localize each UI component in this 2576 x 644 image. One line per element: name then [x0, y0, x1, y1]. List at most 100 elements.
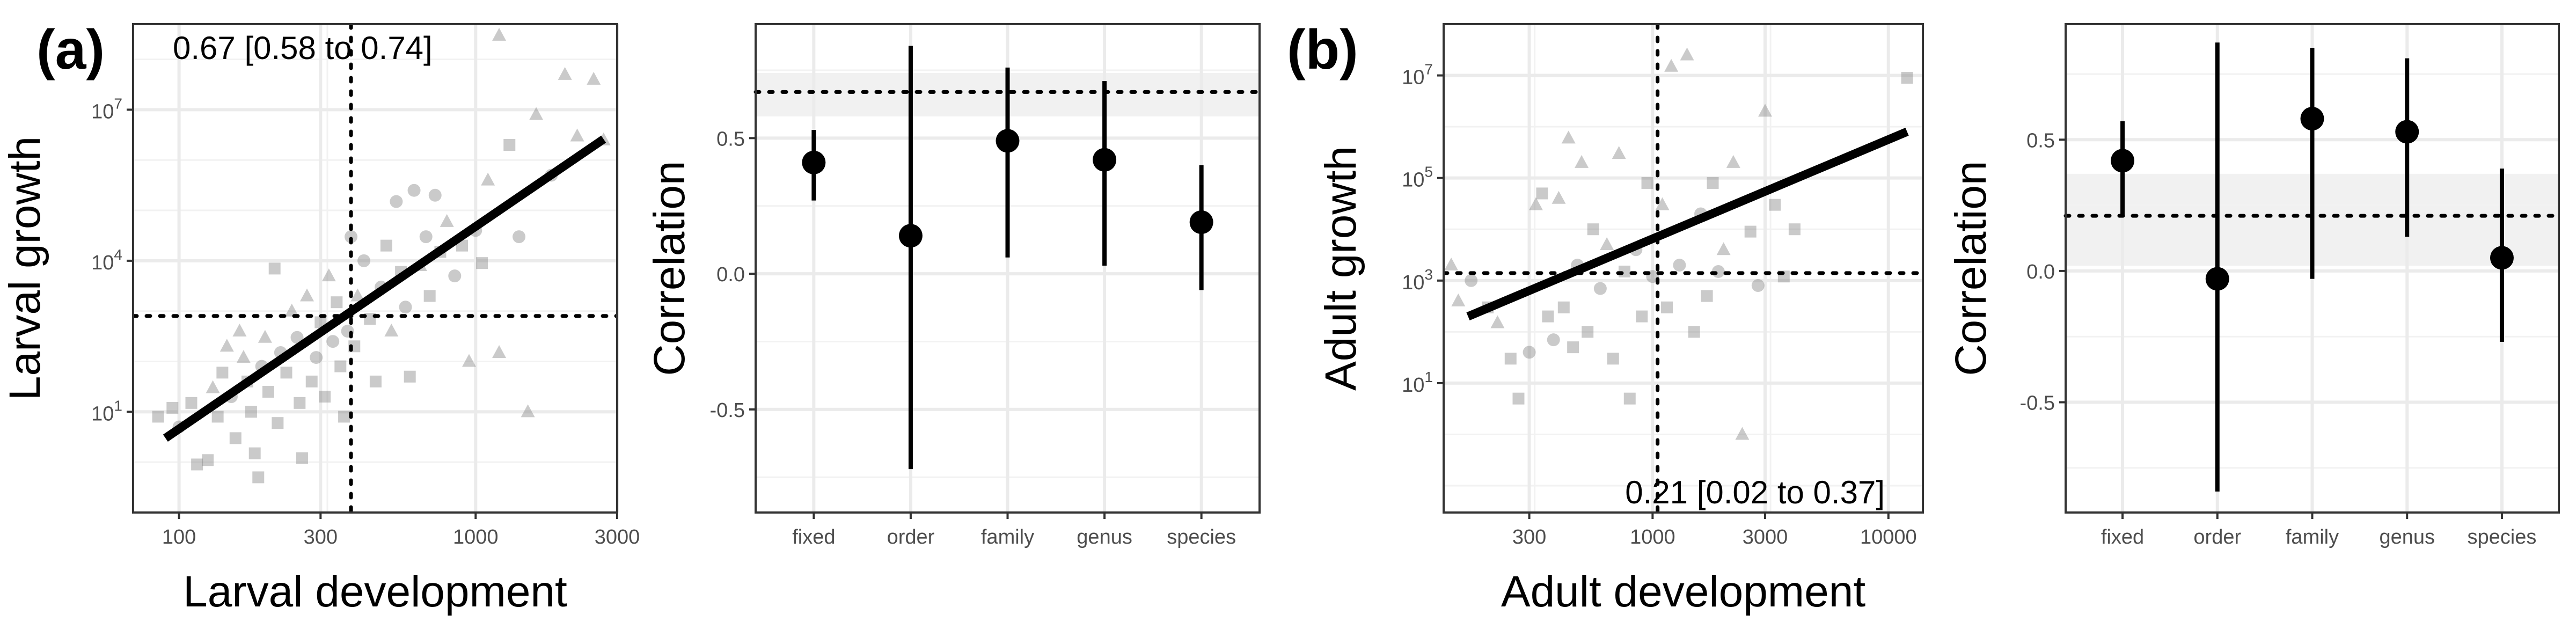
x-tick-label: order: [2193, 526, 2241, 548]
minor-grid: [133, 24, 617, 513]
data-point: [1788, 223, 1801, 236]
y-tick-label: 103: [1402, 266, 1433, 294]
estimate-point: [2205, 267, 2229, 291]
data-point: [1901, 71, 1913, 84]
data-point: [334, 360, 347, 372]
data-point: [272, 417, 284, 429]
y-tick-label: 105: [1402, 164, 1433, 192]
data-point: [280, 367, 292, 379]
data-point: [1512, 392, 1525, 405]
data-point: [290, 331, 304, 344]
x-tick-label: family: [2286, 526, 2339, 548]
data-point: [476, 257, 488, 269]
data-point: [1465, 274, 1478, 287]
estimate-point: [898, 224, 923, 248]
data-point: [1758, 104, 1773, 117]
scatter-panel-larval: 100 300 1000 3000 101 104 107 Larval developmen…: [1, 23, 640, 616]
major-grid: [133, 24, 619, 513]
correlation-panel-larval: 0.5 0.0 -0.5 fixed order family genus species Co…: [645, 23, 1262, 548]
data-point: [211, 411, 224, 423]
estimate-point: [2395, 120, 2419, 144]
y-tick-label: 0.5: [716, 128, 745, 150]
data-point: [1716, 242, 1731, 255]
data-point: [384, 324, 399, 337]
x-tick-label: 300: [304, 526, 338, 548]
estimate-point: [2300, 107, 2324, 131]
data-point: [232, 324, 247, 337]
data-point: [310, 351, 323, 364]
data-point: [1623, 392, 1636, 405]
data-point: [1636, 310, 1648, 323]
data-point: [399, 301, 412, 314]
y-tick-label: 104: [91, 246, 122, 274]
x-tick-label: genus: [1077, 526, 1132, 548]
x-tick-label: genus: [2379, 526, 2435, 548]
y-tick-label: 107: [91, 95, 122, 123]
data-point: [1744, 225, 1757, 238]
data-point: [1444, 258, 1459, 271]
data-point: [202, 454, 214, 466]
data-point: [1769, 199, 1781, 211]
data-point: [1587, 223, 1599, 236]
data-point: [1701, 290, 1713, 302]
data-point: [326, 335, 340, 348]
regression-line: [163, 135, 606, 442]
data-point: [268, 262, 281, 275]
data-point: [1490, 315, 1505, 328]
y-tick-label: -0.5: [2020, 392, 2055, 415]
data-point: [1607, 353, 1619, 365]
data-point: [357, 254, 371, 267]
major-grid: [1444, 24, 1923, 513]
x-axis-label: Larval development: [183, 567, 567, 616]
data-point: [319, 391, 331, 403]
x-tick-label: 1000: [1630, 526, 1675, 548]
data-point: [216, 367, 229, 379]
data-point: [390, 195, 403, 208]
regression-line: [1466, 128, 1909, 320]
data-point: [191, 458, 203, 471]
y-axis-label: Larval growth: [1, 136, 49, 400]
data-point: [570, 128, 584, 142]
data-point: [503, 138, 516, 151]
data-point: [1557, 301, 1570, 313]
estimate-point: [802, 150, 826, 174]
data-point: [296, 452, 308, 464]
data-point: [1582, 326, 1594, 338]
data-point: [462, 354, 476, 367]
data-point: [305, 375, 318, 387]
data-point: [229, 432, 241, 444]
x-axis-label: Adult development: [1501, 567, 1865, 616]
data-point: [419, 230, 433, 244]
x-tick-label: fixed: [792, 526, 835, 548]
data-point: [1561, 130, 1576, 144]
data-point: [1612, 146, 1626, 159]
data-point: [185, 397, 197, 409]
data-point: [481, 172, 495, 186]
data-point: [1451, 293, 1466, 306]
panel-border: [132, 23, 618, 514]
data-point: [338, 411, 350, 423]
data-point: [492, 27, 507, 41]
data-point: [1735, 427, 1750, 440]
estimate-point: [996, 129, 1020, 153]
data-point: [1673, 259, 1686, 272]
x-tick-label: 1000: [453, 526, 499, 548]
data-point: [206, 380, 220, 393]
data-point: [252, 471, 265, 484]
data-point: [1664, 58, 1679, 72]
x-tick-label: 300: [1512, 526, 1546, 548]
data-point: [1707, 177, 1719, 189]
x-tick-label: 3000: [595, 526, 640, 548]
data-point: [369, 375, 382, 387]
data-point: [1680, 47, 1694, 61]
data-point: [423, 290, 436, 302]
data-point: [245, 406, 257, 418]
y-tick-label: 0.5: [2026, 129, 2055, 152]
data-point: [1575, 155, 1589, 168]
data-point: [1552, 191, 1566, 204]
y-tick-label: 101: [1402, 369, 1433, 397]
data-point: [1528, 197, 1543, 210]
data-point: [428, 188, 442, 202]
y-axis-label: Adult growth: [1316, 146, 1365, 391]
data-point: [1600, 237, 1614, 251]
